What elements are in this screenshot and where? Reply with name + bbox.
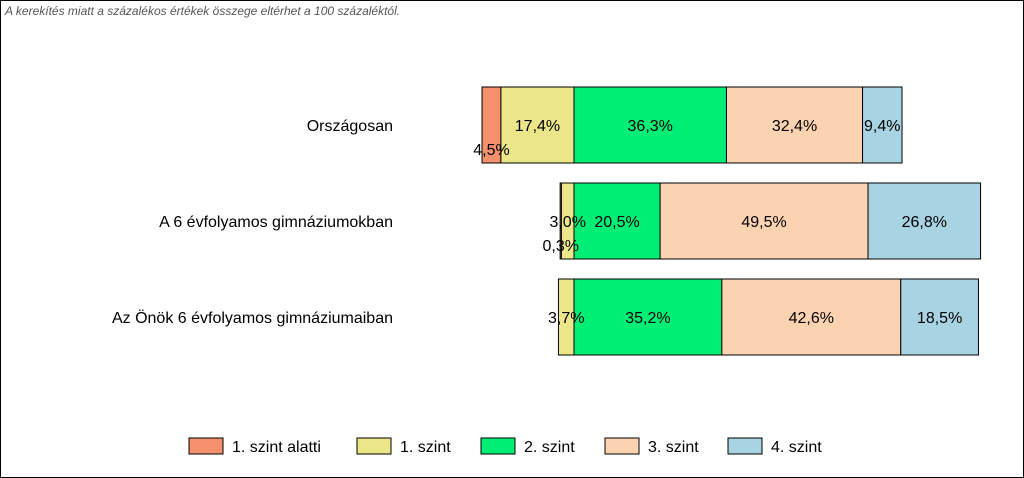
data-label-1-szint-2: 3,0% bbox=[549, 214, 585, 231]
data-label-2-szint-1: 36,3% bbox=[628, 118, 673, 135]
data-label-2-szint-3: 35,2% bbox=[625, 310, 670, 327]
data-label-1-szint-1: 17,4% bbox=[515, 118, 560, 135]
bar-segment-1-szint-1 bbox=[500, 86, 575, 164]
category-label-az-onok-6-evfolyamos-gimnaziumaiban: Az Önök 6 évfolyamos gimnáziumaiban bbox=[112, 309, 393, 327]
data-label-4-szint-1: 9,4% bbox=[864, 118, 900, 135]
legend-label-4-szint: 4. szint bbox=[771, 439, 822, 456]
legend-label-1-szint-alatti: 1. szint alatti bbox=[232, 439, 321, 456]
bars-layer bbox=[481, 86, 982, 356]
category-label-orszagosan: Országosan bbox=[307, 118, 393, 135]
data-label-4-szint-2: 26,8% bbox=[902, 214, 947, 231]
bar-segment-3-szint-1 bbox=[725, 86, 864, 164]
bar-segment-2-szint-2 bbox=[573, 182, 661, 260]
data-label-2-szint-2: 20,5% bbox=[594, 214, 639, 231]
data-label-3-szint-1: 32,4% bbox=[772, 118, 817, 135]
rounding-note: A kerekítés miatt a százalékos értékek ö… bbox=[5, 4, 401, 18]
legend-swatch-1-szint bbox=[356, 437, 392, 455]
legend-swatch-4-szint bbox=[727, 437, 763, 455]
bar-segment-4-szint-3 bbox=[900, 278, 979, 356]
legend-label-3-szint: 3. szint bbox=[648, 439, 699, 456]
category-label-a-6-evfolyamos-gimnaziumokban: A 6 évfolyamos gimnáziumokban bbox=[159, 214, 393, 231]
legend: 1. szint alatti 1. szint 2. szint 3. szint 4… bbox=[188, 437, 822, 456]
bar-segment-2-szint-3 bbox=[573, 278, 723, 356]
legend-swatch-3-szint bbox=[604, 437, 640, 455]
legend-swatch-1-szint-alatti bbox=[188, 437, 224, 455]
data-label-3-szint-2: 49,5% bbox=[741, 214, 786, 231]
bar-segment-4-szint-2 bbox=[867, 182, 982, 260]
bar-segment-3-szint-2 bbox=[659, 182, 869, 260]
legend-label-1-szint: 1. szint bbox=[400, 439, 451, 456]
data-label-1-szint-alatti-2: 0,3% bbox=[543, 238, 579, 255]
data-label-1-szint-alatti-1: 4,5% bbox=[473, 142, 509, 159]
data-label-3-szint-3: 42,6% bbox=[789, 310, 834, 327]
data-label-1-szint-3: 3,7% bbox=[548, 310, 584, 327]
data-label-4-szint-3: 18,5% bbox=[917, 310, 962, 327]
data-labels-layer: 4,5% 17,4% 36,3% 32,4% 9,4% 0,3% 3,0% 20,5% 49,5… bbox=[473, 118, 962, 327]
legend-swatch-2-szint bbox=[480, 437, 516, 455]
category-labels: Országosan A 6 évfolyamos gimnáziumokban A… bbox=[112, 118, 393, 327]
bar-segment-4-szint-1 bbox=[862, 86, 903, 164]
legend-label-2-szint: 2. szint bbox=[524, 439, 575, 456]
